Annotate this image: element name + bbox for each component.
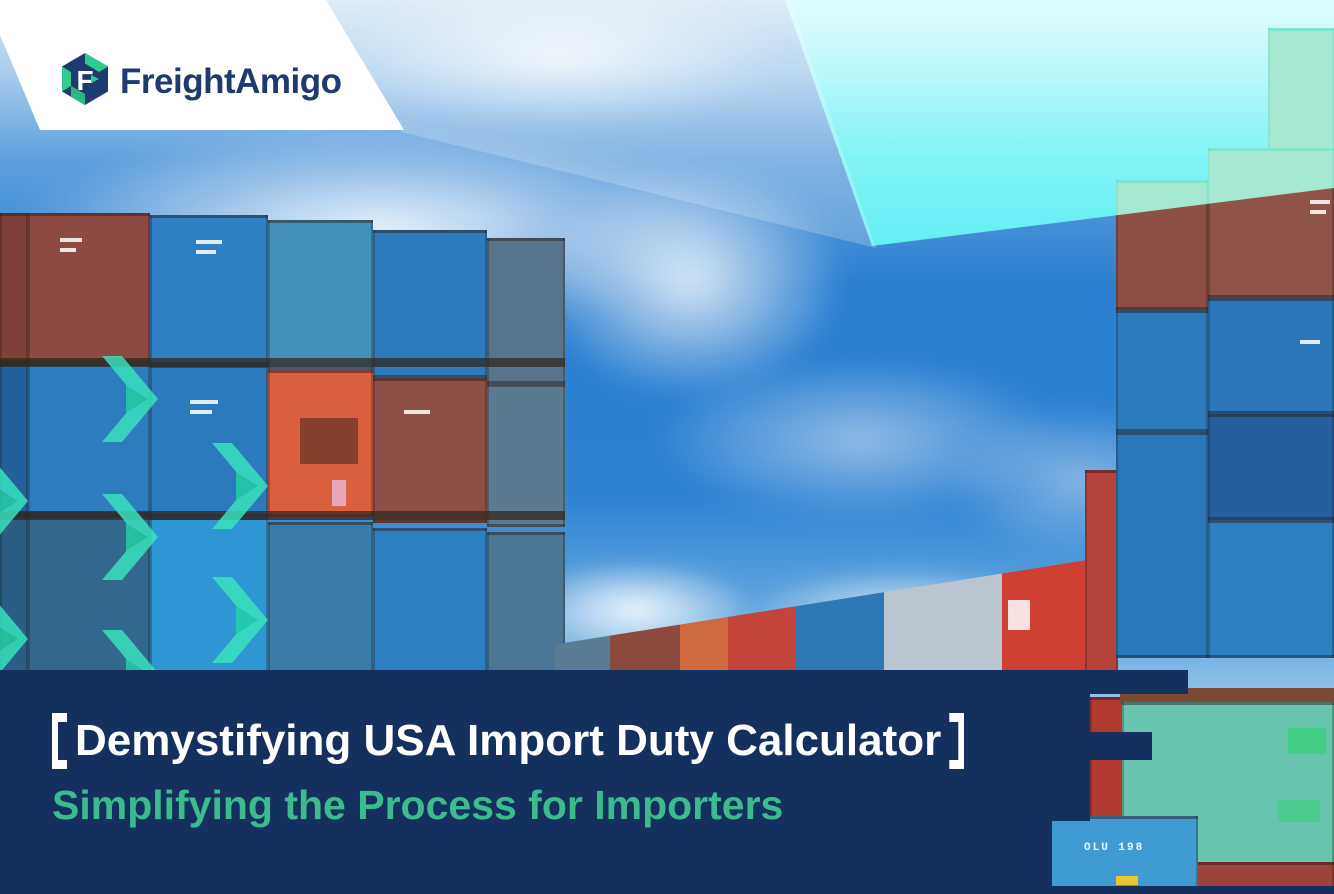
svg-text:F: F (76, 65, 93, 96)
title-banner-step (1090, 732, 1152, 760)
container-marking (60, 238, 82, 242)
container-block (150, 215, 268, 365)
freightamigo-hexagon-icon: F (60, 52, 110, 111)
chevron-arrow-decoration (210, 443, 268, 529)
container-block (268, 522, 373, 677)
chevron-arrow-decoration (100, 494, 158, 580)
brand-name: FreightAmigo (120, 61, 342, 101)
title-banner (0, 693, 1090, 821)
container-block (1208, 520, 1334, 658)
chevron-arrow-decoration (0, 596, 28, 682)
container-block (150, 517, 268, 675)
container-patch (300, 418, 358, 464)
container-marking (196, 240, 222, 244)
chevron-arrow-decoration (210, 577, 268, 663)
container-marking (190, 410, 212, 414)
container-block (487, 532, 565, 677)
container-marking (1310, 210, 1326, 214)
container-marking (1310, 200, 1330, 204)
page-subtitle: Simplifying the Process for Importers (52, 782, 784, 828)
container-patch (1288, 728, 1326, 754)
container-marking (196, 250, 216, 254)
left-bracket-glyph (52, 713, 67, 769)
container-block (1208, 414, 1334, 520)
chevron-arrow-decoration (0, 458, 28, 544)
chevron-arrow-decoration (100, 356, 158, 442)
container-block (1085, 470, 1118, 675)
container-patch (332, 480, 346, 506)
title-banner (0, 820, 1052, 894)
right-bracket-glyph (949, 713, 965, 769)
container-rail (0, 358, 565, 367)
container-block (1116, 310, 1208, 432)
container-block (373, 528, 487, 678)
page-title: Demystifying USA Import Duty Calculator (75, 716, 942, 765)
container-rail (0, 511, 565, 520)
container-marking (60, 248, 76, 252)
container-marking: OLU 198 (1084, 842, 1145, 854)
container-block (373, 230, 487, 378)
container-patch (1278, 800, 1320, 822)
container-marking (1008, 600, 1030, 630)
cloud (580, 330, 1140, 550)
container-block (487, 384, 565, 527)
container-marking (1300, 340, 1320, 344)
container-block (0, 213, 28, 363)
container-block (268, 220, 373, 370)
bottom-edge-strip (0, 886, 1334, 894)
brand-logo: F FreightAmigo (60, 52, 342, 111)
container-block (1208, 298, 1334, 414)
container-patch (1116, 876, 1138, 885)
container-marking (404, 410, 430, 414)
title-banner (0, 670, 1188, 694)
container-marking (190, 400, 218, 404)
container-block (28, 213, 150, 363)
container-block (373, 378, 487, 523)
container-block (1116, 432, 1208, 658)
title-block: Demystifying USA Import Duty Calculator … (52, 712, 965, 829)
